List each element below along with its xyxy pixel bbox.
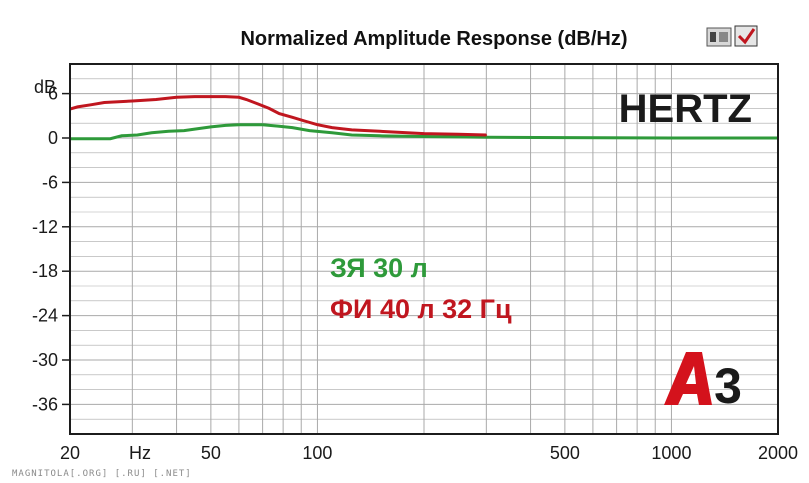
series-point-0 [120, 134, 123, 137]
series-point-0 [136, 134, 139, 136]
series-point-1 [224, 95, 227, 98]
series-point-1 [76, 106, 79, 108]
y-tick-label: -18 [32, 261, 58, 281]
x-axis-ticks: 20 50 100 500 1000 2000 [60, 443, 798, 463]
series-point-1 [268, 107, 270, 110]
series-point-1 [175, 96, 178, 99]
series-point-0 [183, 129, 185, 132]
series-point-1 [331, 126, 333, 129]
y-tick-label: 6 [48, 84, 58, 104]
x-axis-unit-label: Hz [129, 443, 151, 463]
y-tick-label: -36 [32, 394, 58, 414]
series-point-1 [423, 132, 425, 135]
x-tick-label: 50 [201, 443, 221, 463]
y-axis-ticks: 6 0 -6 -12 -18 -24 -30 -36 [32, 84, 70, 414]
series-point-0 [167, 130, 170, 133]
series-point-1 [131, 100, 134, 102]
series-point-1 [350, 129, 353, 131]
series-point-0 [670, 137, 673, 139]
series-point-0 [224, 124, 227, 127]
series-point-0 [261, 123, 264, 126]
toolbar-icons [706, 25, 758, 47]
legend-entry-green: ЗЯ 30 л [330, 253, 428, 283]
x-tick-label: 1000 [651, 443, 691, 463]
series-point-1 [278, 112, 281, 115]
series-point-0 [485, 136, 488, 139]
plot-frame [69, 63, 779, 435]
watermark: MAGNITOLA[.ORG] [.RU] [.NET] [12, 469, 192, 479]
series-point-0 [193, 128, 196, 130]
series-point-0 [210, 126, 212, 128]
chart-series [69, 95, 779, 141]
brand-label: HERTZ [619, 87, 752, 131]
x-tick-label: 100 [302, 443, 332, 463]
series-point-1 [257, 103, 259, 105]
x-tick-label: 2000 [758, 443, 798, 463]
a3-logo-a-shape [664, 352, 712, 405]
series-point-1 [378, 130, 381, 133]
series-point-0 [291, 126, 294, 129]
a3-logo: 3 [664, 352, 742, 414]
series-point-0 [350, 134, 353, 136]
speaker-icon[interactable] [706, 27, 732, 47]
series-point-1 [457, 133, 460, 136]
checkbox-icon[interactable] [734, 25, 758, 47]
x-tick-label: 500 [550, 443, 580, 463]
series-point-0 [109, 137, 112, 140]
chart-title: Normalized Amplitude Response (dB/Hz) [240, 28, 627, 50]
legend: ЗЯ 30 л ФИ 40 л 32 Гц [330, 253, 512, 324]
x-tick-label: 20 [60, 443, 80, 463]
series-point-0 [238, 123, 240, 126]
series-point-1 [90, 103, 93, 106]
y-tick-label: -30 [32, 350, 58, 370]
series-point-0 [378, 134, 381, 137]
series-point-0 [564, 136, 566, 139]
series-point-0 [423, 135, 425, 138]
y-axis-label: dB [34, 77, 56, 97]
series-point-1 [193, 95, 196, 98]
a3-logo-text: 3 [714, 358, 742, 414]
y-tick-label: -6 [42, 172, 58, 192]
series-point-1 [303, 120, 306, 122]
series-point-1 [291, 116, 294, 119]
series-point-0 [331, 132, 333, 134]
legend-entry-red: ФИ 40 л 32 Гц [330, 294, 512, 324]
series-point-1 [155, 98, 157, 101]
series-point-1 [245, 98, 248, 101]
y-tick-label: -12 [32, 217, 58, 237]
series-point-0 [308, 129, 311, 132]
y-tick-label: 0 [48, 128, 58, 148]
series-point-0 [278, 125, 281, 127]
series-point-1 [316, 123, 319, 126]
series-point-1 [238, 96, 240, 99]
y-tick-label: -24 [32, 306, 58, 326]
series-point-0 [150, 132, 153, 134]
series-point-1 [103, 101, 106, 104]
series-point-1 [485, 134, 488, 136]
